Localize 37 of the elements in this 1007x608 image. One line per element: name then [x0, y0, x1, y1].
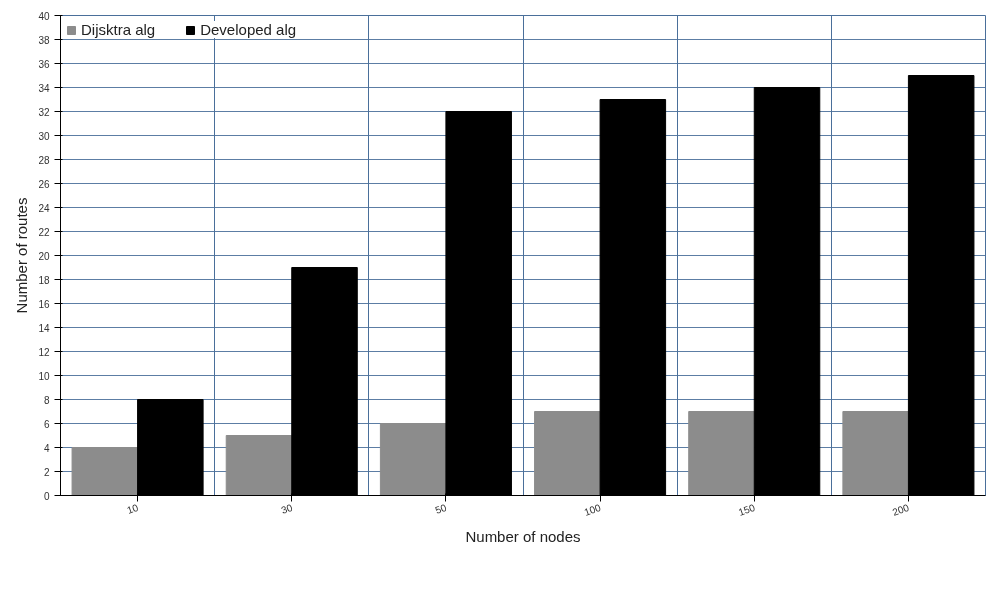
y-tick-label: 4	[43, 442, 50, 454]
y-tick-label: 8	[43, 394, 50, 406]
bar	[842, 411, 909, 496]
bar	[71, 447, 139, 496]
y-axis-title: Number of routes	[13, 197, 31, 314]
y-tick-label: 18	[38, 274, 50, 286]
y-tick-label: 32	[38, 106, 50, 118]
x-tick-label: 50	[433, 501, 449, 516]
y-tick-label: 2	[43, 466, 50, 478]
y-tick-label: 16	[38, 298, 50, 310]
x-tick-label: 30	[279, 501, 295, 516]
y-tick-label: 24	[38, 202, 50, 214]
y-tick-label: 36	[38, 58, 50, 70]
legend-label: Developed alg	[200, 21, 297, 38]
y-tick-label: 34	[38, 82, 50, 94]
y-tick-label: 28	[38, 154, 50, 166]
x-tick-label: 150	[736, 501, 757, 518]
y-tick-label: 26	[38, 178, 50, 190]
legend-label: Dijsktra alg	[81, 21, 156, 38]
y-tick-label: 12	[38, 346, 50, 358]
bar	[379, 423, 447, 496]
y-tick-label: 0	[43, 490, 50, 502]
y-tick-label: 40	[38, 10, 50, 22]
x-tick-label: 200	[891, 501, 911, 518]
y-tick-label: 38	[38, 34, 50, 46]
bar	[534, 411, 601, 496]
bar	[225, 435, 293, 496]
bar	[688, 411, 755, 496]
y-tick-label: 30	[38, 130, 50, 142]
x-tick-label: 100	[582, 501, 603, 518]
x-axis-title: Number of nodes	[465, 527, 581, 545]
y-tick-label: 6	[43, 418, 50, 430]
y-tick-label: 22	[38, 226, 50, 238]
y-tick-label: 14	[38, 322, 50, 334]
y-tick-label: 20	[38, 250, 50, 262]
y-tick-label: 10	[38, 370, 50, 382]
x-tick-label: 10	[125, 501, 141, 516]
